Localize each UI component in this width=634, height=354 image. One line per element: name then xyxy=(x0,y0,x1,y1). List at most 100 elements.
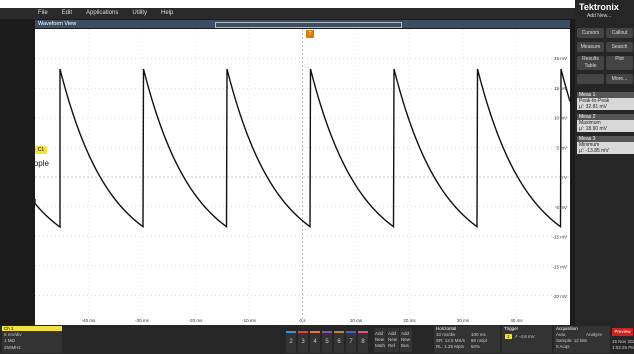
channel-button[interactable]: 4 xyxy=(310,331,320,353)
y-label: -20 mV xyxy=(552,294,567,299)
menu-item[interactable]: File xyxy=(38,10,48,16)
add-button-text: Add xyxy=(401,331,410,336)
add-button-text: Add xyxy=(388,331,397,336)
meas-type: Maximum xyxy=(579,120,601,126)
channel-button[interactable]: 7 xyxy=(346,331,356,353)
meas-name: Meas 3 xyxy=(577,136,634,142)
side-panel: Tektronix Add New... Cursors Callout Measu… xyxy=(575,0,634,325)
meas-name: Meas 1 xyxy=(577,92,634,98)
preview-button[interactable]: Preview xyxy=(612,328,633,336)
channel-impedance: 1 MΩ xyxy=(4,338,15,343)
x-label: 30 ms xyxy=(457,318,470,323)
menu-item[interactable]: Help xyxy=(161,10,174,16)
y-label: -15 mV xyxy=(552,235,567,240)
acquisition-value: Auto, xyxy=(556,332,567,337)
side-button[interactable]: Search xyxy=(606,42,633,52)
x-label: 40 ms xyxy=(510,318,523,323)
brand: Tektronix xyxy=(579,2,619,12)
info-box[interactable]: Horizontal 10 ms/div 100 ms SR: 12.5 MS/s 80… xyxy=(434,326,500,353)
add-button-text: New xyxy=(375,337,385,342)
x-label: 10 ms xyxy=(350,318,363,323)
acquisition-value: Sample: 12 bits xyxy=(556,338,588,343)
menu-bar: File Edit Applications Utility Help xyxy=(0,8,575,19)
measurement-badge[interactable]: Meas 2 Maximum μ': 18.90 mV xyxy=(577,114,634,132)
x-label: -20 ms xyxy=(189,318,204,323)
menu-item[interactable]: Edit xyxy=(61,10,73,16)
meas-value: μ': 32.81 mV xyxy=(579,104,608,110)
box-title: Acquisition xyxy=(556,326,578,331)
box-title: Trigger xyxy=(504,326,519,331)
top-margin xyxy=(0,0,575,8)
horizontal-value: RL: 1.25 Mpts xyxy=(436,344,465,349)
record-overview xyxy=(215,22,402,28)
waveform-trace xyxy=(35,68,570,229)
channel-button[interactable]: 3 xyxy=(298,331,308,353)
channel-scale: 5 mV/div xyxy=(4,332,22,337)
x-label: 0 s xyxy=(299,318,306,323)
waveform-plot: Vout Ripple 25 mV 15 mV 10 mV 5 mV 0 V -5 mV -… xyxy=(35,29,570,325)
channel-button[interactable]: 8 xyxy=(358,331,368,353)
side-button[interactable]: Callout xyxy=(606,28,633,38)
channel-button[interactable]: 5 xyxy=(322,331,332,353)
acquisition-value: 0 Acqs xyxy=(556,344,570,349)
side-button[interactable]: More... xyxy=(606,74,633,84)
x-label: -30 ms xyxy=(135,318,150,323)
side-button[interactable]: Results Table xyxy=(577,56,604,70)
side-button[interactable]: Measure xyxy=(577,42,604,52)
meas-type: Peak-to-Peak xyxy=(579,98,610,104)
trigger-level: ↗ -4.8 mV xyxy=(514,334,535,339)
add-button-text: Ref xyxy=(388,343,396,348)
waveform-label: Vout Ripple xyxy=(35,159,49,168)
measurement-badge[interactable]: Meas 1 Peak-to-Peak μ': 32.81 mV xyxy=(577,92,634,110)
info-box[interactable]: Trigger 1 ↗ -4.8 mV xyxy=(502,326,552,353)
y-label: 5 mV xyxy=(556,145,567,150)
y-label: -15 mV xyxy=(552,264,567,269)
channel-button[interactable]: 2 xyxy=(286,331,296,353)
meas-type: Minimum xyxy=(579,142,600,148)
info-box[interactable]: Acquisition Auto, Analyze Sample: 12 bits 0 … xyxy=(554,326,610,353)
meas-value: μ': 18.90 mV xyxy=(579,126,608,132)
add-button-text: Add xyxy=(375,331,384,336)
y-label: -5 mV xyxy=(555,205,567,210)
side-button[interactable]: Cursors xyxy=(577,28,604,38)
x-label: -10 ms xyxy=(242,318,257,323)
y-label: 15 mV xyxy=(554,86,567,91)
x-label: 20 ms xyxy=(403,318,416,323)
y-label: 10 mV xyxy=(554,116,567,121)
horizontal-value: 10 ms/div xyxy=(436,332,456,337)
channel-bandwidth: 250MHz xyxy=(4,345,21,350)
meas-value: μ': -13.85 mV xyxy=(579,148,609,154)
x-label: -40 ms xyxy=(82,318,97,323)
meas-name: Meas 2 xyxy=(577,114,634,120)
box-title: Horizontal xyxy=(436,326,457,331)
trigger-source: 1 xyxy=(505,334,512,339)
horizontal-value: 100 ms xyxy=(471,332,486,337)
add-button-text: New xyxy=(401,337,411,342)
table-icon[interactable] xyxy=(577,74,604,84)
add-button-text: New xyxy=(388,337,398,342)
horizontal-value: 80 ns/pt xyxy=(471,338,488,343)
add-button[interactable]: Add New Ref xyxy=(387,328,399,352)
side-button[interactable]: Plot xyxy=(606,56,633,70)
add-button[interactable]: Add New Math xyxy=(374,328,386,352)
date: 15 Nov 2022 xyxy=(612,339,634,344)
menu-item[interactable]: Utility xyxy=(132,10,148,16)
measurement-badge[interactable]: Meas 3 Minimum μ': -13.85 mV xyxy=(577,136,634,154)
channel-marker: C1 xyxy=(35,146,47,154)
time: 1:02:25 PM xyxy=(612,345,634,350)
add-button-text: Math xyxy=(375,343,386,348)
trigger-marker: T xyxy=(306,30,314,38)
menu-item[interactable]: Applications xyxy=(86,10,119,16)
view-title: Waveform View xyxy=(35,20,570,28)
horizontal-value: SR: 12.5 MS/s xyxy=(436,338,466,343)
add-new[interactable]: Add New... xyxy=(587,13,612,19)
y-label: 0 V xyxy=(560,175,567,180)
channel-button[interactable]: 6 xyxy=(334,331,344,353)
horizontal-value: 50% xyxy=(471,344,481,349)
channel-name: Ch 1 xyxy=(4,326,14,331)
add-button[interactable]: Add New Bus xyxy=(400,328,412,352)
y-label: 25 mV xyxy=(554,56,567,61)
